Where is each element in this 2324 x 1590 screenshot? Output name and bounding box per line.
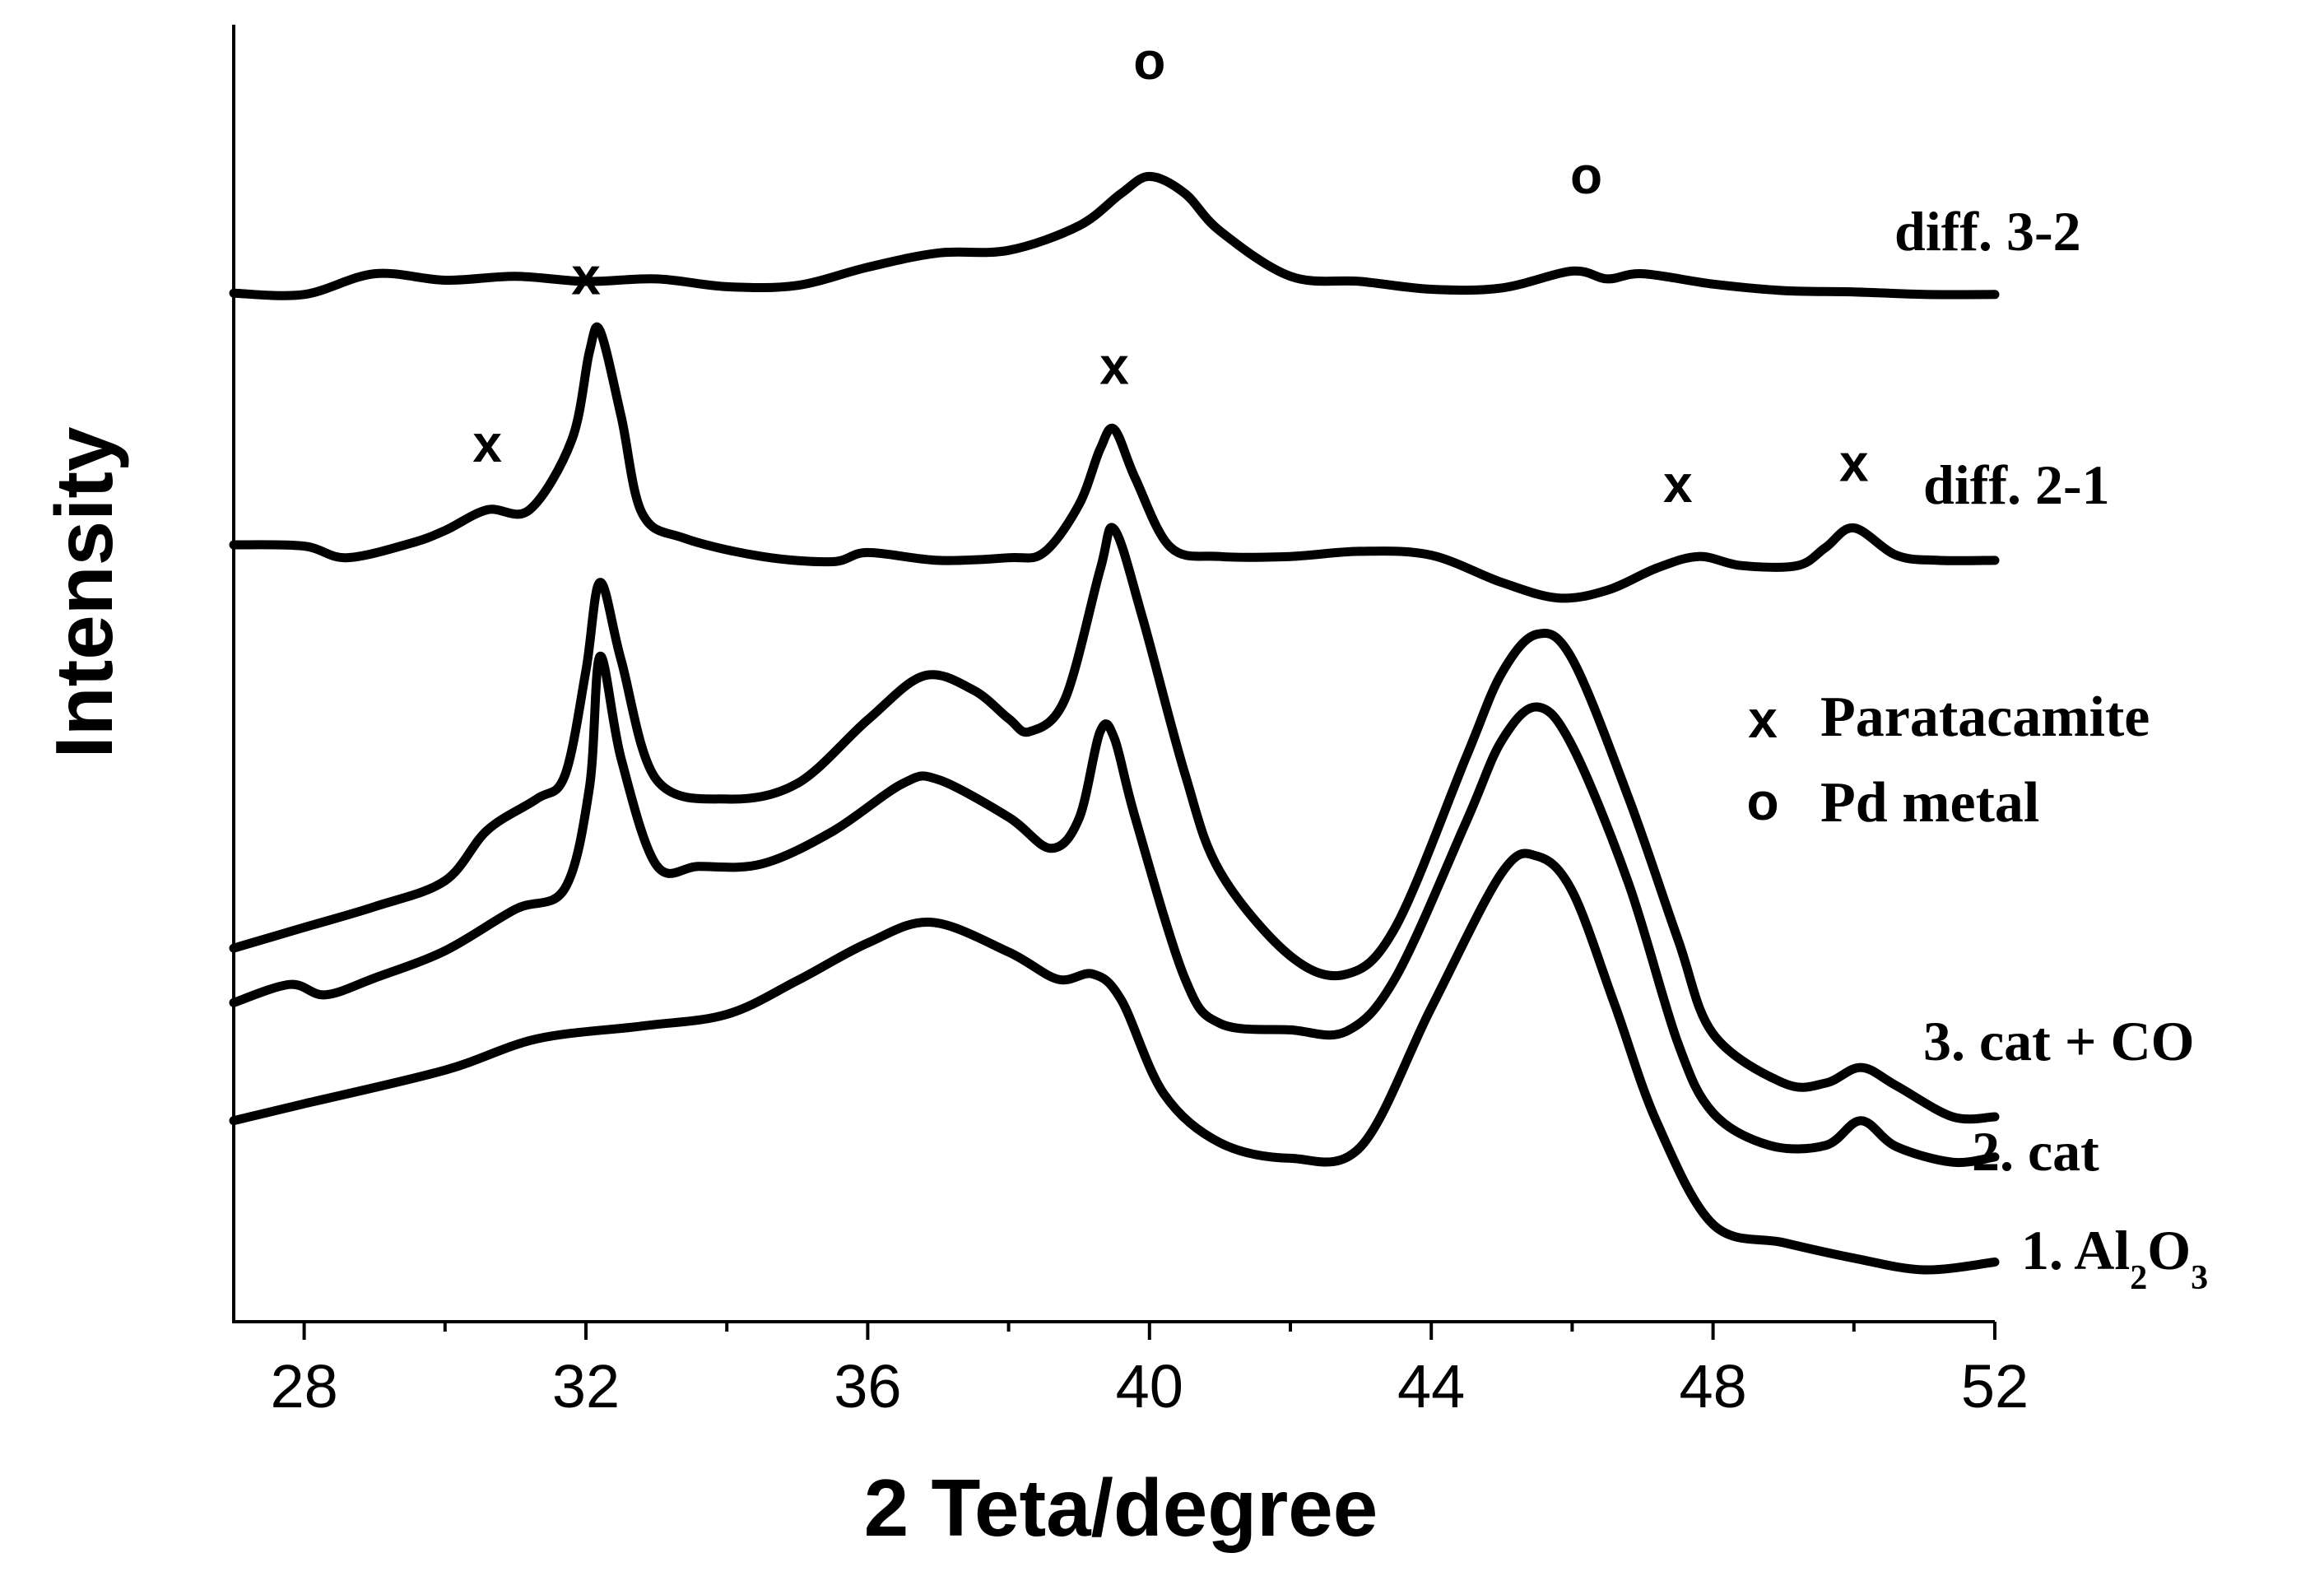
x-ticks: 28 32 36 40 44 48 52: [270, 1322, 2029, 1420]
peak-markers: x x x x x o o: [472, 31, 1869, 514]
series-label-al2o3: 1. Al2O3: [2021, 1219, 2208, 1297]
legend-label-paratacamite: Paratacamite: [1820, 686, 2150, 749]
paratacamite-peak-marker: x: [571, 247, 601, 306]
series-line-5: [229, 171, 2000, 300]
x-tick-label: 48: [1679, 1352, 1746, 1420]
x-tick-label: 36: [834, 1352, 901, 1420]
series-line-2: [229, 651, 2000, 1168]
pd-metal-peak-marker: o: [1133, 31, 1165, 91]
al2o3-sub-3: 3: [2191, 1259, 2208, 1297]
x-axis-title: 2 Teta/degree: [864, 1462, 1378, 1553]
series-label-diff-2-1: diff. 2-1: [1923, 453, 2110, 516]
series-line-3: [229, 523, 2000, 1124]
pd-metal-peak-marker: o: [1570, 146, 1602, 205]
paratacamite-peak-marker: x: [472, 414, 502, 473]
axes: [232, 25, 1995, 1323]
legend: x Paratacamite o Pd metal: [1746, 686, 2150, 835]
diffraction-curves: [229, 171, 2000, 1275]
series-line-4: [229, 322, 2000, 603]
series-label-cat-co: 3. cat + CO: [1923, 1010, 2195, 1072]
paratacamite-peak-marker: x: [1839, 434, 1869, 493]
series-line-1: [229, 848, 2000, 1275]
al2o3-main: 1. Al: [2021, 1219, 2130, 1281]
x-tick-label: 44: [1397, 1352, 1465, 1420]
x-tick-label: 32: [552, 1352, 620, 1420]
legend-symbol-o: o: [1746, 772, 1778, 831]
paratacamite-peak-marker: x: [1099, 336, 1129, 395]
x-tick-label: 40: [1116, 1352, 1183, 1420]
series-label-cat: 2. cat: [1972, 1120, 2099, 1183]
y-axis-title: Intensity: [39, 427, 129, 759]
legend-label-pd-metal: Pd metal: [1820, 771, 2039, 835]
x-tick-label: 52: [1961, 1352, 2029, 1420]
legend-symbol-x: x: [1748, 690, 1778, 749]
series-label-diff-3-2: diff. 3-2: [1894, 200, 2081, 263]
x-tick-label: 28: [270, 1352, 337, 1420]
al2o3-oxygen: O: [2147, 1219, 2191, 1281]
al2o3-sub-2: 2: [2130, 1259, 2147, 1297]
paratacamite-peak-marker: x: [1663, 454, 1693, 514]
